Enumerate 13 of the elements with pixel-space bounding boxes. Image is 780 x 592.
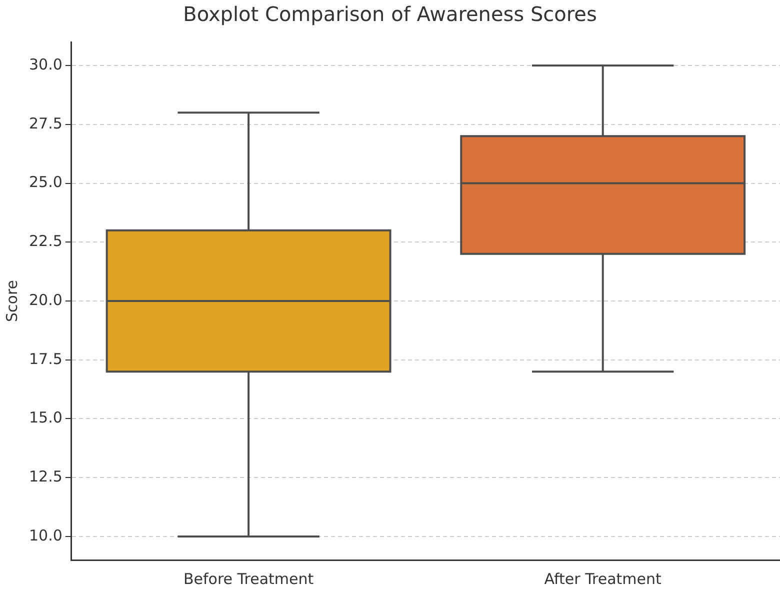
x-tick-label: After Treatment <box>544 570 662 588</box>
y-tick-label: 22.5 <box>28 232 62 250</box>
y-tick-label: 25.0 <box>28 173 62 192</box>
x-tick-label: Before Treatment <box>183 570 314 588</box>
y-tick-label: 20.0 <box>28 290 62 309</box>
y-tick-label: 17.5 <box>28 350 62 368</box>
y-tick-label: 15.0 <box>28 408 62 427</box>
y-axis-title: Score <box>2 280 21 322</box>
y-tick-label: 12.5 <box>28 467 62 486</box>
y-tick-label: 27.5 <box>28 114 62 132</box>
chart-title: Boxplot Comparison of Awareness Scores <box>183 2 597 26</box>
y-tick-label: 30.0 <box>28 55 62 74</box>
y-tick-label: 10.0 <box>28 526 62 544</box>
